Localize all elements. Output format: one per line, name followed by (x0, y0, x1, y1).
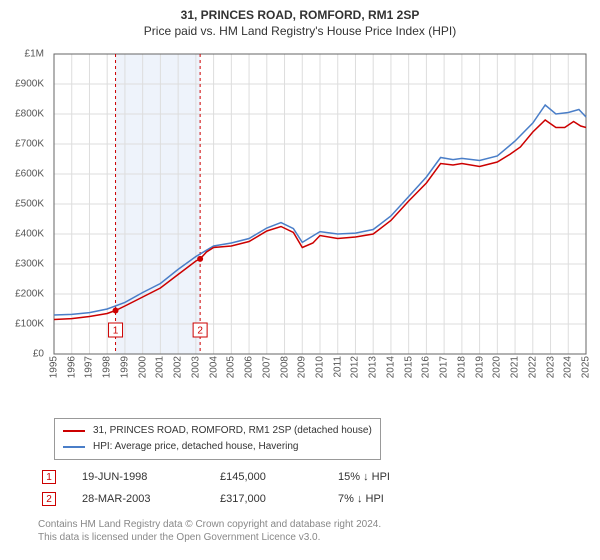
sale-price: £145,000 (216, 466, 334, 488)
chart-svg: 12 (4, 44, 596, 384)
x-tick-label: 2022 (527, 356, 538, 378)
sale-hpi-delta: 15% ↓ HPI (334, 466, 394, 488)
footnote-line: This data is licensed under the Open Gov… (38, 531, 596, 544)
y-tick-label: £300K (0, 259, 44, 270)
y-tick-label: £100K (0, 319, 44, 330)
table-row: 1 19-JUN-1998 £145,000 15% ↓ HPI (38, 466, 394, 488)
x-tick-label: 2025 (581, 356, 592, 378)
x-tick-label: 2014 (385, 356, 396, 378)
x-tick-label: 2007 (261, 356, 272, 378)
x-tick-label: 2018 (456, 356, 467, 378)
y-tick-label: £1M (0, 49, 44, 60)
y-tick-label: £700K (0, 139, 44, 150)
x-tick-label: 2004 (208, 356, 219, 378)
sale-price: £317,000 (216, 488, 334, 510)
y-tick-label: £900K (0, 79, 44, 90)
x-tick-label: 2016 (421, 356, 432, 378)
x-tick-label: 2006 (244, 356, 255, 378)
legend-swatch-property (63, 430, 85, 432)
x-tick-label: 2009 (297, 356, 308, 378)
x-tick-label: 2015 (403, 356, 414, 378)
x-tick-label: 2013 (368, 356, 379, 378)
x-tick-label: 1995 (49, 356, 60, 378)
legend: 31, PRINCES ROAD, ROMFORD, RM1 2SP (deta… (54, 418, 381, 460)
y-tick-label: £800K (0, 109, 44, 120)
legend-row-hpi: HPI: Average price, detached house, Have… (63, 439, 372, 455)
x-tick-label: 1997 (84, 356, 95, 378)
chart-title-address: 31, PRINCES ROAD, ROMFORD, RM1 2SP (4, 8, 596, 22)
y-tick-label: £400K (0, 229, 44, 240)
legend-label-property: 31, PRINCES ROAD, ROMFORD, RM1 2SP (deta… (93, 423, 372, 439)
x-tick-label: 2003 (190, 356, 201, 378)
sale-marker-1: 1 (42, 470, 56, 484)
x-tick-label: 2001 (155, 356, 166, 378)
x-tick-label: 2002 (173, 356, 184, 378)
sale-marker-2: 2 (42, 492, 56, 506)
x-tick-label: 2024 (563, 356, 574, 378)
legend-label-hpi: HPI: Average price, detached house, Have… (93, 439, 299, 455)
footnote-line: Contains HM Land Registry data © Crown c… (38, 518, 596, 531)
x-tick-label: 2021 (510, 356, 521, 378)
x-tick-label: 2011 (332, 356, 343, 378)
x-tick-label: 2012 (350, 356, 361, 378)
y-tick-label: £200K (0, 289, 44, 300)
sale-date: 19-JUN-1998 (78, 466, 216, 488)
legend-row-property: 31, PRINCES ROAD, ROMFORD, RM1 2SP (deta… (63, 423, 372, 439)
x-tick-label: 2023 (545, 356, 556, 378)
x-tick-label: 2005 (226, 356, 237, 378)
x-tick-label: 2010 (315, 356, 326, 378)
x-tick-label: 1998 (102, 356, 113, 378)
x-tick-label: 2008 (279, 356, 290, 378)
y-tick-label: £500K (0, 199, 44, 210)
x-tick-label: 2000 (137, 356, 148, 378)
sales-table: 1 19-JUN-1998 £145,000 15% ↓ HPI 2 28-MA… (38, 466, 394, 510)
svg-text:1: 1 (113, 326, 119, 337)
x-tick-label: 1996 (66, 356, 77, 378)
table-row: 2 28-MAR-2003 £317,000 7% ↓ HPI (38, 488, 394, 510)
price-chart: 12 £0£100K£200K£300K£400K£500K£600K£700K… (4, 44, 596, 384)
chart-title-sub: Price paid vs. HM Land Registry's House … (4, 24, 596, 38)
legend-swatch-hpi (63, 446, 85, 448)
svg-text:2: 2 (197, 326, 203, 337)
sale-date: 28-MAR-2003 (78, 488, 216, 510)
y-tick-label: £0 (0, 349, 44, 360)
y-tick-label: £600K (0, 169, 44, 180)
x-tick-label: 2020 (492, 356, 503, 378)
sale-hpi-delta: 7% ↓ HPI (334, 488, 394, 510)
x-tick-label: 1999 (119, 356, 130, 378)
footnote: Contains HM Land Registry data © Crown c… (38, 518, 596, 544)
x-tick-label: 2019 (474, 356, 485, 378)
x-tick-label: 2017 (439, 356, 450, 378)
